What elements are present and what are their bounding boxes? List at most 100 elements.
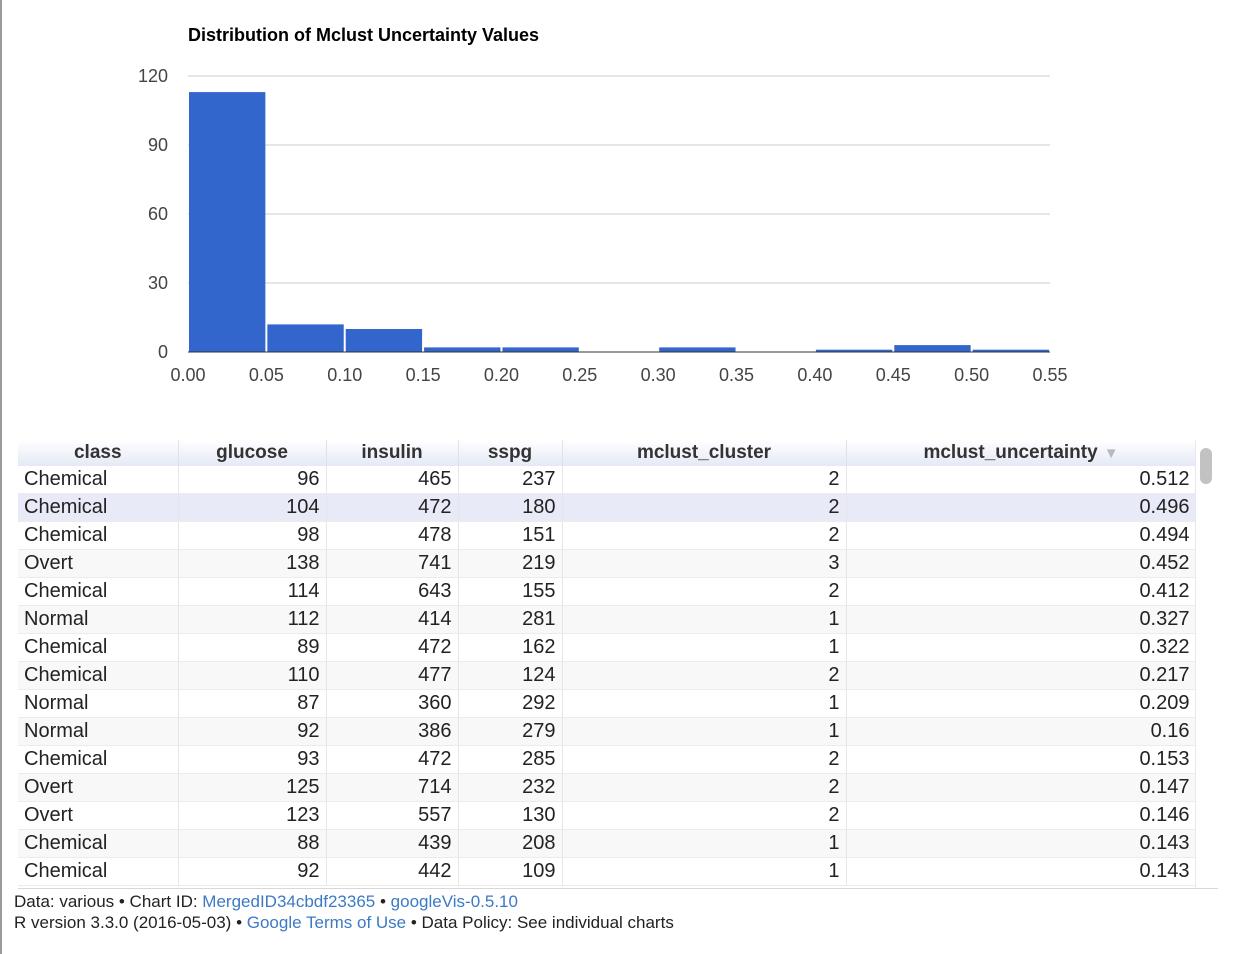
table-cell-class: Overt (18, 549, 179, 578)
x-tick-label: 0.25 (562, 365, 597, 385)
table-cell-insulin: 472 (326, 633, 459, 662)
column-header-mclust-cluster[interactable]: mclust_cluster (562, 440, 847, 466)
column-header-mclust-uncertainty[interactable]: mclust_uncertainty ▼ (846, 440, 1197, 466)
table-cell-mclust-cluster: 1 (562, 829, 847, 858)
table-cell-glucose: 89 (178, 633, 327, 662)
table-row[interactable]: Chemical 89 472 162 1 0.322 (18, 633, 1197, 662)
table-cell-insulin: 478 (326, 521, 459, 550)
histogram-bar (815, 349, 893, 352)
table-cell-mclust-cluster: 2 (562, 577, 847, 606)
table-cell-mclust-cluster: 2 (562, 493, 847, 522)
data-table-container[interactable]: class glucose insulin sspg mclust_cluste… (18, 440, 1218, 889)
column-header-glucose[interactable]: glucose (178, 440, 327, 466)
table-cell-class: Normal (18, 689, 179, 718)
table-cell-insulin: 714 (326, 773, 459, 802)
table-cell-mclust-cluster: 2 (562, 466, 847, 494)
table-cell-class: Chemical (18, 466, 179, 494)
table-cell-mclust-uncertainty: 0.452 (846, 549, 1197, 578)
table-cell-mclust-cluster: 1 (562, 605, 847, 634)
column-header-class[interactable]: class (18, 440, 179, 466)
histogram-bar (502, 347, 579, 352)
table-cell-mclust-cluster: 2 (562, 521, 847, 550)
y-tick-label: 30 (148, 273, 168, 293)
y-tick-label: 60 (148, 204, 168, 224)
table-row[interactable]: Normal 87 360 292 1 0.209 (18, 689, 1197, 718)
sort-descending-icon: ▼ (1103, 445, 1119, 462)
table-row[interactable]: Chemical 96 465 237 2 0.512 (18, 466, 1197, 494)
table-cell-mclust-uncertainty: 0.496 (846, 493, 1197, 522)
table-cell-sspg: 151 (458, 521, 563, 550)
table-cell-mclust-uncertainty: 0.327 (846, 605, 1197, 634)
table-cell-class: Chemical (18, 493, 179, 522)
table-cell-sspg: 180 (458, 493, 563, 522)
googlevis-link[interactable]: googleVis-0.5.10 (390, 892, 518, 911)
column-header-insulin[interactable]: insulin (326, 440, 459, 466)
histogram-bar (345, 329, 423, 352)
table-row[interactable]: Overt 125 714 232 2 0.147 (18, 773, 1197, 802)
table-cell-glucose: 104 (178, 493, 327, 522)
table-cell-sspg: 285 (458, 745, 563, 774)
table-row[interactable]: Chemical 93 472 285 2 0.153 (18, 745, 1197, 774)
table-row[interactable]: Chemical 114 643 155 2 0.412 (18, 577, 1197, 606)
table-cell-insulin: 414 (326, 605, 459, 634)
table-cell-glucose: 88 (178, 829, 327, 858)
table-scrollbar[interactable] (1195, 440, 1218, 888)
table-cell-mclust-cluster: 1 (562, 857, 847, 886)
table-cell-class: Chemical (18, 661, 179, 690)
table-row[interactable]: Normal 112 414 281 1 0.327 (18, 605, 1197, 634)
x-tick-label: 0.50 (954, 365, 989, 385)
table-cell-glucose: 92 (178, 857, 327, 886)
x-tick-label: 0.40 (797, 365, 832, 385)
table-cell-glucose: 87 (178, 689, 327, 718)
table-cell-glucose: 114 (178, 577, 327, 606)
table-cell-glucose: 123 (178, 801, 327, 830)
chart-id-link[interactable]: MergedID34cbdf23365 (202, 892, 376, 911)
footer-line-2: R version 3.3.0 (2016-05-03) • Google Te… (14, 912, 674, 933)
table-cell-mclust-cluster: 1 (562, 689, 847, 718)
x-tick-label: 0.45 (876, 365, 911, 385)
footer-data-source-text: Data: various • Chart ID: (14, 892, 203, 911)
table-cell-sspg: 162 (458, 633, 563, 662)
table-cell-insulin: 442 (326, 857, 459, 886)
table-cell-class: Normal (18, 605, 179, 634)
table-row[interactable]: Chemical 104 472 180 2 0.496 (18, 493, 1197, 522)
footer-separator: • (375, 892, 391, 911)
table-row[interactable]: Chemical 110 477 124 2 0.217 (18, 661, 1197, 690)
histogram-svg: Distribution of Mclust Uncertainty Value… (138, 25, 1068, 385)
column-header-sspg[interactable]: sspg (458, 440, 563, 466)
table-row[interactable]: Normal 92 386 279 1 0.16 (18, 717, 1197, 746)
table-cell-class: Normal (18, 717, 179, 746)
footer-r-version-text: R version 3.3.0 (2016-05-03) • (14, 913, 247, 932)
y-tick-label: 90 (148, 135, 168, 155)
table-row[interactable]: Overt 123 557 130 2 0.146 (18, 801, 1197, 830)
histogram-bar (659, 347, 736, 352)
table-cell-class: Chemical (18, 829, 179, 858)
histogram-bar (894, 345, 971, 352)
window-left-border (0, 0, 2, 954)
table-cell-mclust-uncertainty: 0.412 (846, 577, 1197, 606)
table-cell-sspg: 219 (458, 549, 563, 578)
scrollbar-thumb[interactable] (1200, 448, 1212, 484)
table-cell-glucose: 96 (178, 466, 327, 494)
table-cell-glucose: 112 (178, 605, 327, 634)
table-cell-sspg: 130 (458, 801, 563, 830)
table-row[interactable]: Overt 138 741 219 3 0.452 (18, 549, 1197, 578)
table-row[interactable]: Chemical 88 439 208 1 0.143 (18, 829, 1197, 858)
table-cell-class: Chemical (18, 577, 179, 606)
table-row[interactable]: Chemical 92 442 109 1 0.143 (18, 857, 1197, 886)
table-cell-mclust-uncertainty: 0.209 (846, 689, 1197, 718)
table-cell-mclust-uncertainty: 0.143 (846, 829, 1197, 858)
table-row[interactable]: Chemical 98 478 151 2 0.494 (18, 521, 1197, 550)
x-tick-label: 0.00 (170, 365, 205, 385)
x-tick-label: 0.20 (484, 365, 519, 385)
table-cell-mclust-uncertainty: 0.494 (846, 521, 1197, 550)
google-terms-link[interactable]: Google Terms of Use (246, 913, 407, 932)
table-cell-mclust-uncertainty: 0.146 (846, 801, 1197, 830)
chart-footer: Data: various • Chart ID: MergedID34cbdf… (14, 891, 674, 933)
chart-title: Distribution of Mclust Uncertainty Value… (188, 25, 539, 45)
table-cell-mclust-cluster: 1 (562, 717, 847, 746)
histogram-chart: Distribution of Mclust Uncertainty Value… (0, 0, 1242, 420)
table-cell-class: Overt (18, 801, 179, 830)
table-cell-sspg: 208 (458, 829, 563, 858)
table-cell-sspg: 279 (458, 717, 563, 746)
